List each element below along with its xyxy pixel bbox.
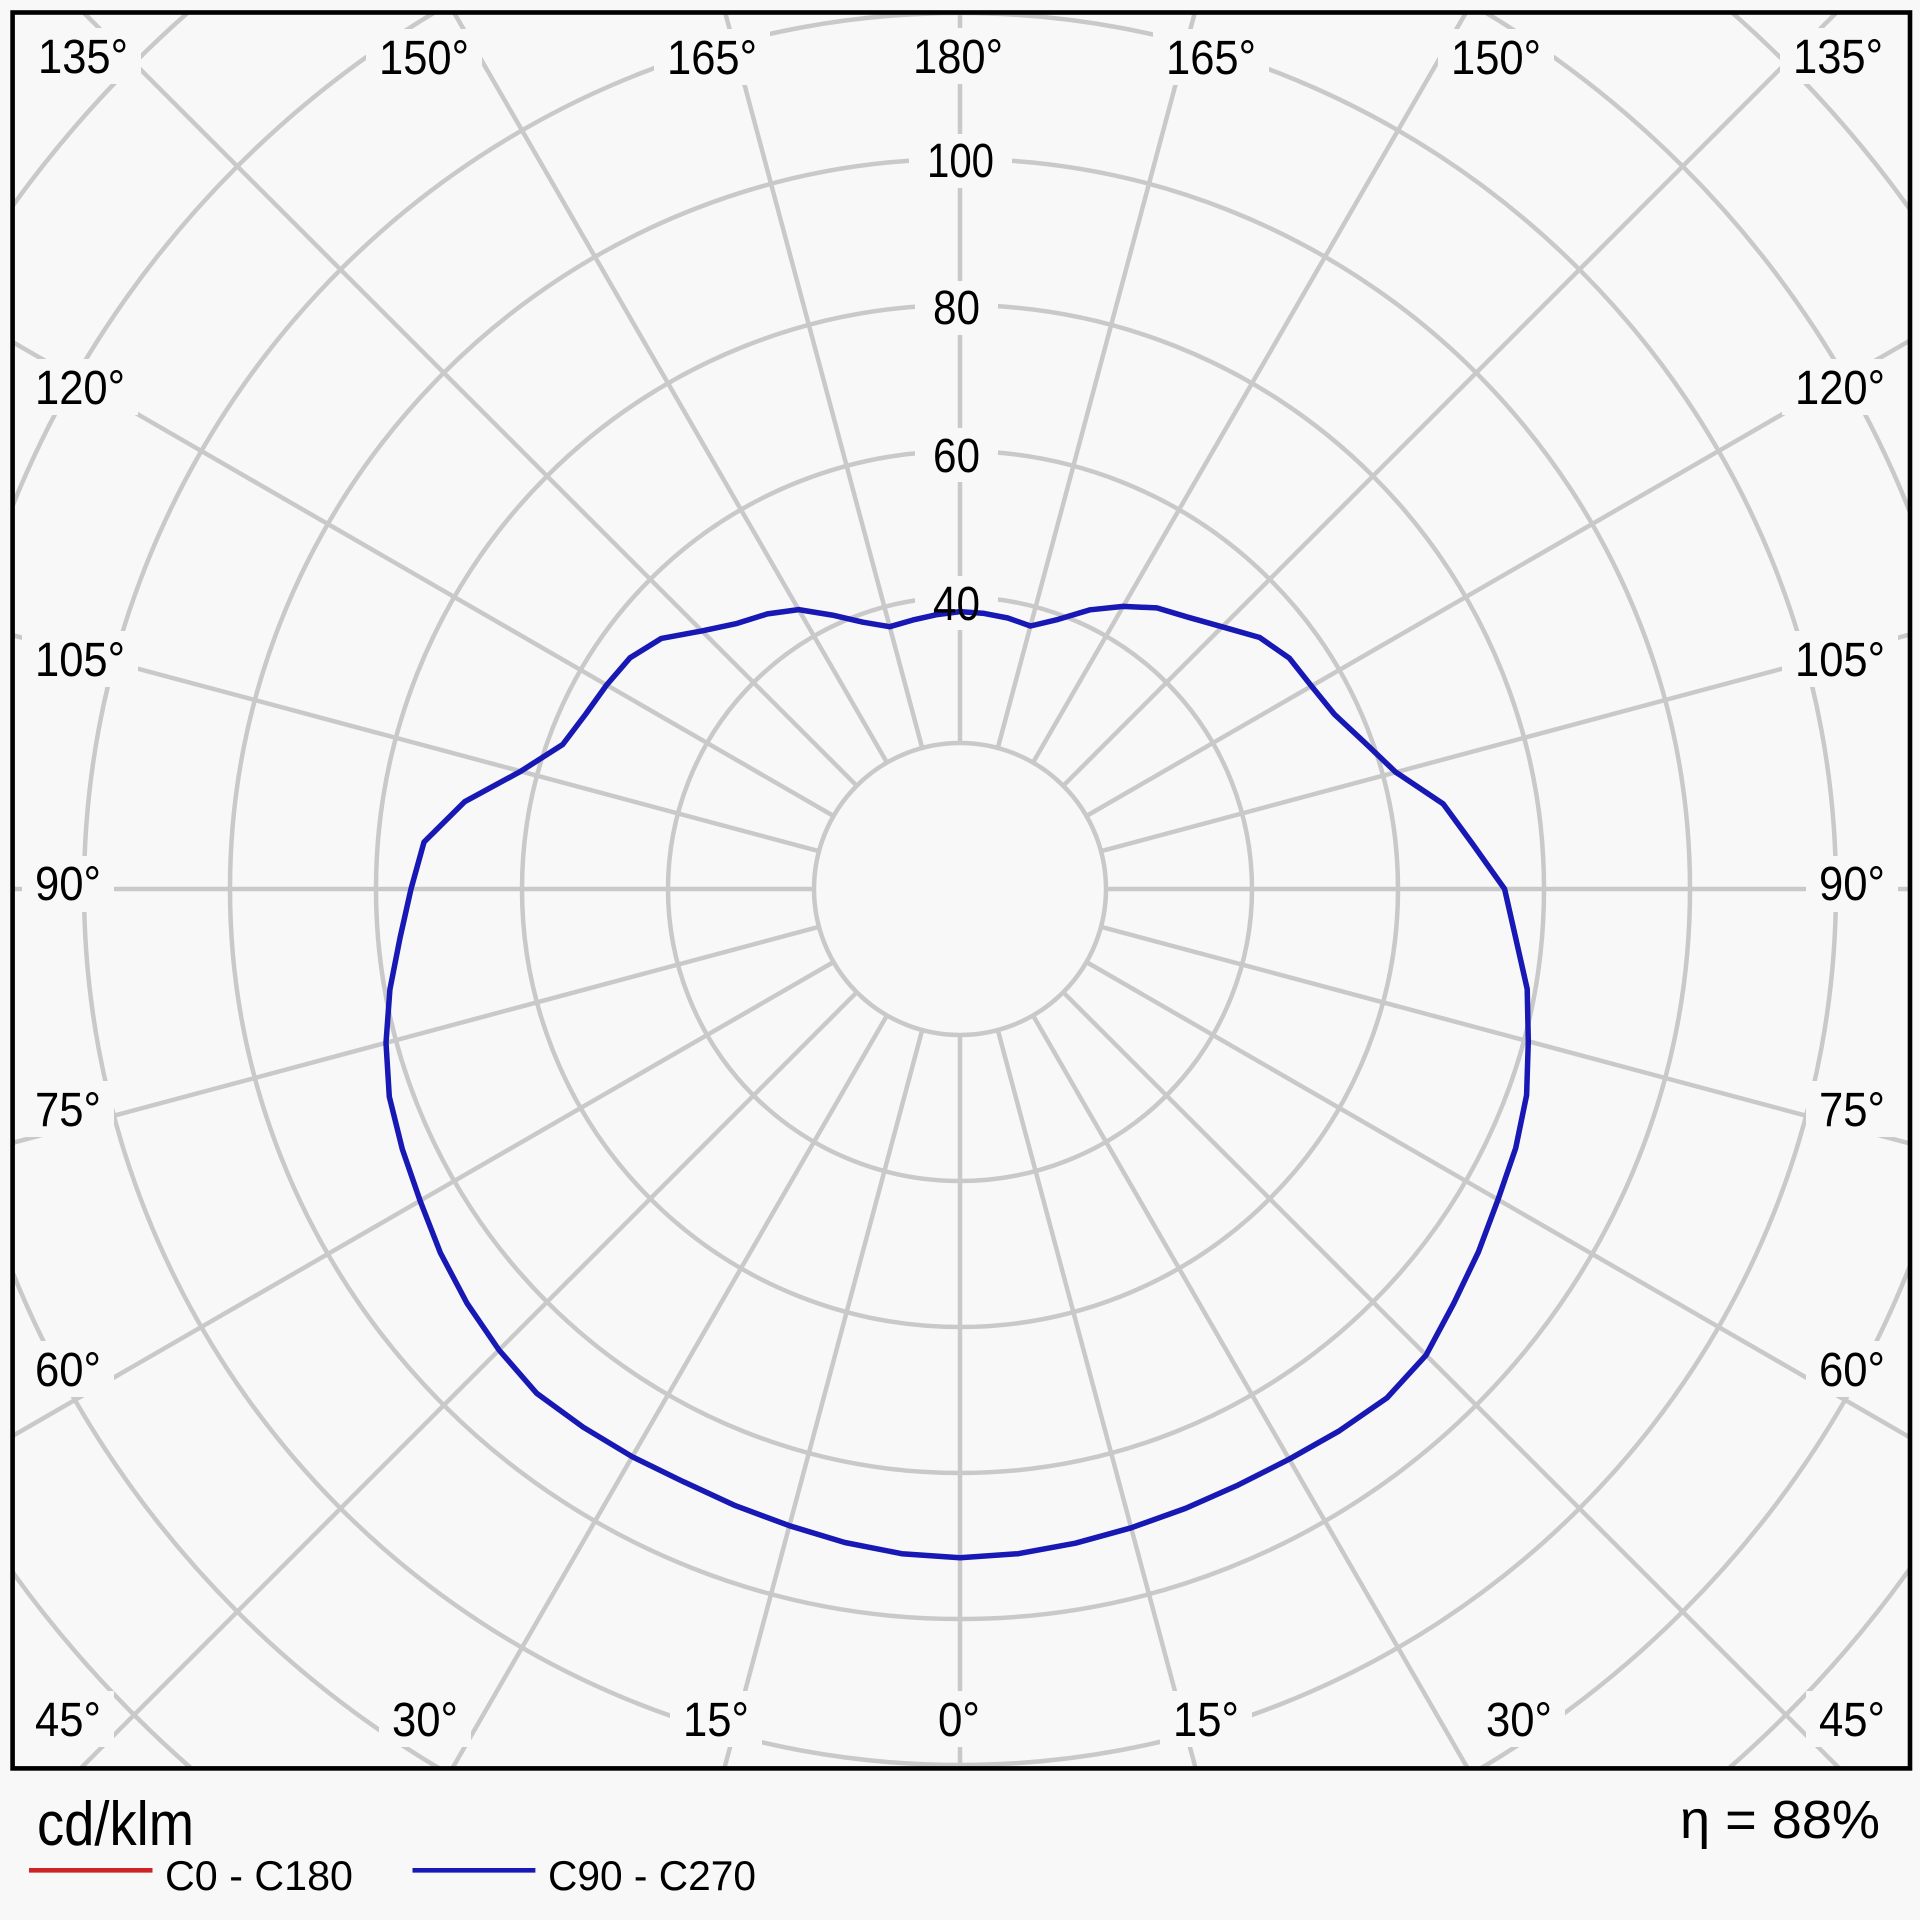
svg-text:180°: 180° xyxy=(913,31,1003,84)
svg-text:45°: 45° xyxy=(35,1694,101,1747)
svg-text:45°: 45° xyxy=(1819,1694,1885,1747)
svg-text:75°: 75° xyxy=(1819,1084,1885,1137)
svg-text:75°: 75° xyxy=(35,1084,101,1137)
svg-text:cd/klm: cd/klm xyxy=(37,1790,194,1859)
svg-text:60°: 60° xyxy=(1819,1344,1885,1397)
svg-text:120°: 120° xyxy=(35,362,125,415)
svg-text:60: 60 xyxy=(933,430,980,483)
svg-text:150°: 150° xyxy=(379,32,469,85)
svg-text:165°: 165° xyxy=(667,32,757,85)
svg-text:30°: 30° xyxy=(392,1694,458,1747)
svg-text:40: 40 xyxy=(933,578,980,631)
svg-text:165°: 165° xyxy=(1166,32,1256,85)
svg-text:15°: 15° xyxy=(683,1694,749,1747)
svg-text:60°: 60° xyxy=(35,1344,101,1397)
svg-text:105°: 105° xyxy=(35,634,125,687)
svg-text:0°: 0° xyxy=(938,1694,980,1747)
svg-text:105°: 105° xyxy=(1795,634,1885,687)
svg-text:C0 - C180: C0 - C180 xyxy=(165,1852,353,1899)
svg-text:100: 100 xyxy=(927,135,994,188)
svg-text:120°: 120° xyxy=(1795,362,1885,415)
svg-text:90°: 90° xyxy=(1819,858,1885,911)
svg-text:90°: 90° xyxy=(35,858,101,911)
svg-text:C90 - C270: C90 - C270 xyxy=(548,1852,756,1899)
svg-text:30°: 30° xyxy=(1486,1694,1552,1747)
svg-text:80: 80 xyxy=(933,282,980,335)
svg-text:150°: 150° xyxy=(1451,32,1541,85)
svg-text:15°: 15° xyxy=(1173,1694,1239,1747)
svg-text:135°: 135° xyxy=(1793,31,1883,84)
svg-text:η = 88%: η = 88% xyxy=(1680,1790,1880,1850)
svg-text:135°: 135° xyxy=(38,31,128,84)
